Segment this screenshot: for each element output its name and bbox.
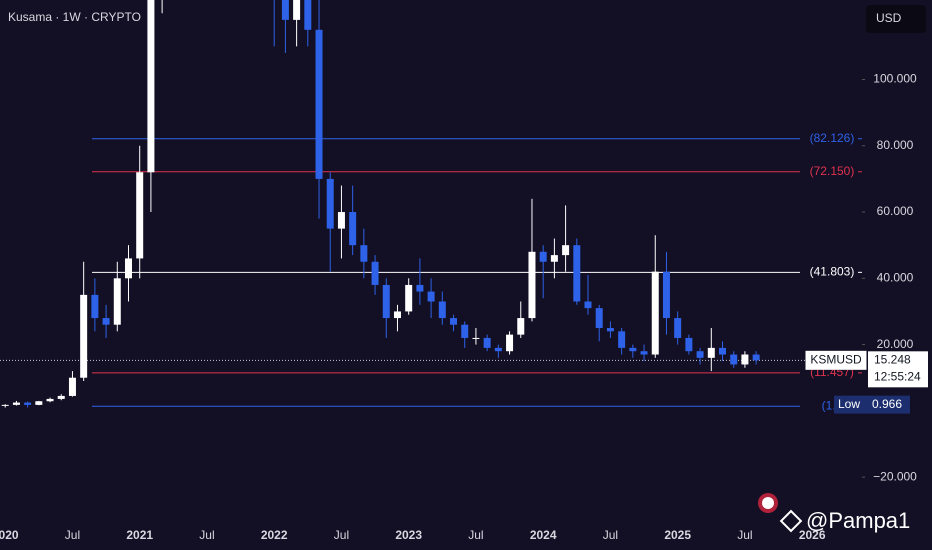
candle-body <box>80 294 88 378</box>
candle-body <box>461 324 469 338</box>
level-label: (72.150) <box>810 164 855 178</box>
last-price-label: 15.248 <box>874 352 911 366</box>
y-tick-label: 100.000 <box>873 72 917 86</box>
candle-body <box>147 0 155 173</box>
candle-body <box>494 347 502 352</box>
candle-body <box>1 404 9 406</box>
candle-body <box>12 402 20 405</box>
candle-body <box>393 311 401 319</box>
candle-body <box>427 291 435 302</box>
candle-body <box>124 258 132 279</box>
x-tick-label: Jul <box>334 528 349 542</box>
symbol-label: KSMUSD <box>810 352 862 366</box>
candle-body <box>707 347 715 358</box>
x-tick-label: 2025 <box>664 528 691 542</box>
candle-body <box>539 251 547 262</box>
candle-body <box>113 278 121 325</box>
candle-body <box>741 354 749 365</box>
candle-body <box>293 0 301 20</box>
candle-body <box>382 284 390 319</box>
low-label: Low <box>838 397 860 411</box>
candle-body <box>326 178 334 229</box>
x-tick-label: 2021 <box>126 528 153 542</box>
candle-body <box>450 318 458 325</box>
y-tick-label: 80.000 <box>877 138 914 152</box>
plot-area <box>0 0 862 408</box>
candle-body <box>91 294 99 319</box>
candle-body <box>517 318 525 335</box>
candle-body <box>35 401 43 405</box>
candle-body <box>618 331 626 348</box>
candle-body <box>528 251 536 319</box>
candle-body <box>506 334 514 352</box>
candle-body <box>46 398 54 402</box>
x-tick-label: Jul <box>603 528 618 542</box>
x-tick-label: 2022 <box>261 528 288 542</box>
currency-label[interactable]: USD <box>876 11 902 25</box>
x-tick-label: Jul <box>468 528 483 542</box>
candle-body <box>337 212 345 229</box>
candle-body <box>438 301 446 319</box>
candle-body <box>416 284 424 292</box>
low-box <box>834 395 910 414</box>
level-label: (41.803) <box>810 265 855 279</box>
candle-body <box>674 318 682 338</box>
candle-body <box>136 172 144 259</box>
candle-body <box>68 377 76 396</box>
candle-body <box>606 328 614 332</box>
countdown-label: 12:55:24 <box>874 369 921 383</box>
y-tick-label: 20.000 <box>877 337 914 351</box>
candle-body <box>730 354 738 365</box>
candle-body <box>349 212 357 246</box>
candle-body <box>573 245 581 302</box>
candle-body <box>719 347 727 355</box>
candle-body <box>662 271 670 319</box>
candle-body <box>315 29 323 179</box>
candle-body <box>371 261 379 285</box>
low-value: 0.966 <box>872 397 902 411</box>
y-tick-label: 60.000 <box>877 204 914 218</box>
candle-body <box>629 347 637 352</box>
y-tick-label: 40.000 <box>877 270 914 284</box>
x-tick-label: Jul <box>65 528 80 542</box>
candle-body <box>360 245 368 262</box>
watermark: @Pampa1 <box>806 508 910 533</box>
candle-body <box>640 351 648 355</box>
candle-body <box>281 0 289 20</box>
x-tick-label: 2024 <box>530 528 557 542</box>
currency-button[interactable] <box>866 5 926 33</box>
candle-body <box>102 318 110 325</box>
x-tick-label: Jul <box>737 528 752 542</box>
candle-body <box>24 402 32 405</box>
level-label: (82.126) <box>810 131 855 145</box>
chart-title: Kusama · 1W · CRYPTO <box>8 10 141 24</box>
candle-body <box>57 395 65 399</box>
candle-body <box>562 245 570 256</box>
symbol-box <box>805 350 867 370</box>
x-tick-label: 2020 <box>0 528 19 542</box>
candle-body <box>685 337 693 352</box>
y-tick-label: −20.000 <box>873 469 917 483</box>
candle-body <box>584 301 592 309</box>
x-tick-label: Jul <box>199 528 214 542</box>
candle-body <box>405 284 413 312</box>
candle-body <box>483 337 491 348</box>
candle-body <box>550 255 558 262</box>
x-tick-label: 2023 <box>395 528 422 542</box>
watermark-icons <box>758 493 803 533</box>
x-tick-label: 2026 <box>799 528 826 542</box>
candle-body <box>651 271 659 355</box>
candle-body <box>752 354 760 361</box>
candle-body <box>595 308 603 329</box>
candle-body <box>696 351 704 358</box>
price-box <box>868 351 928 388</box>
candle-body <box>472 337 480 339</box>
candle-body <box>304 0 312 30</box>
